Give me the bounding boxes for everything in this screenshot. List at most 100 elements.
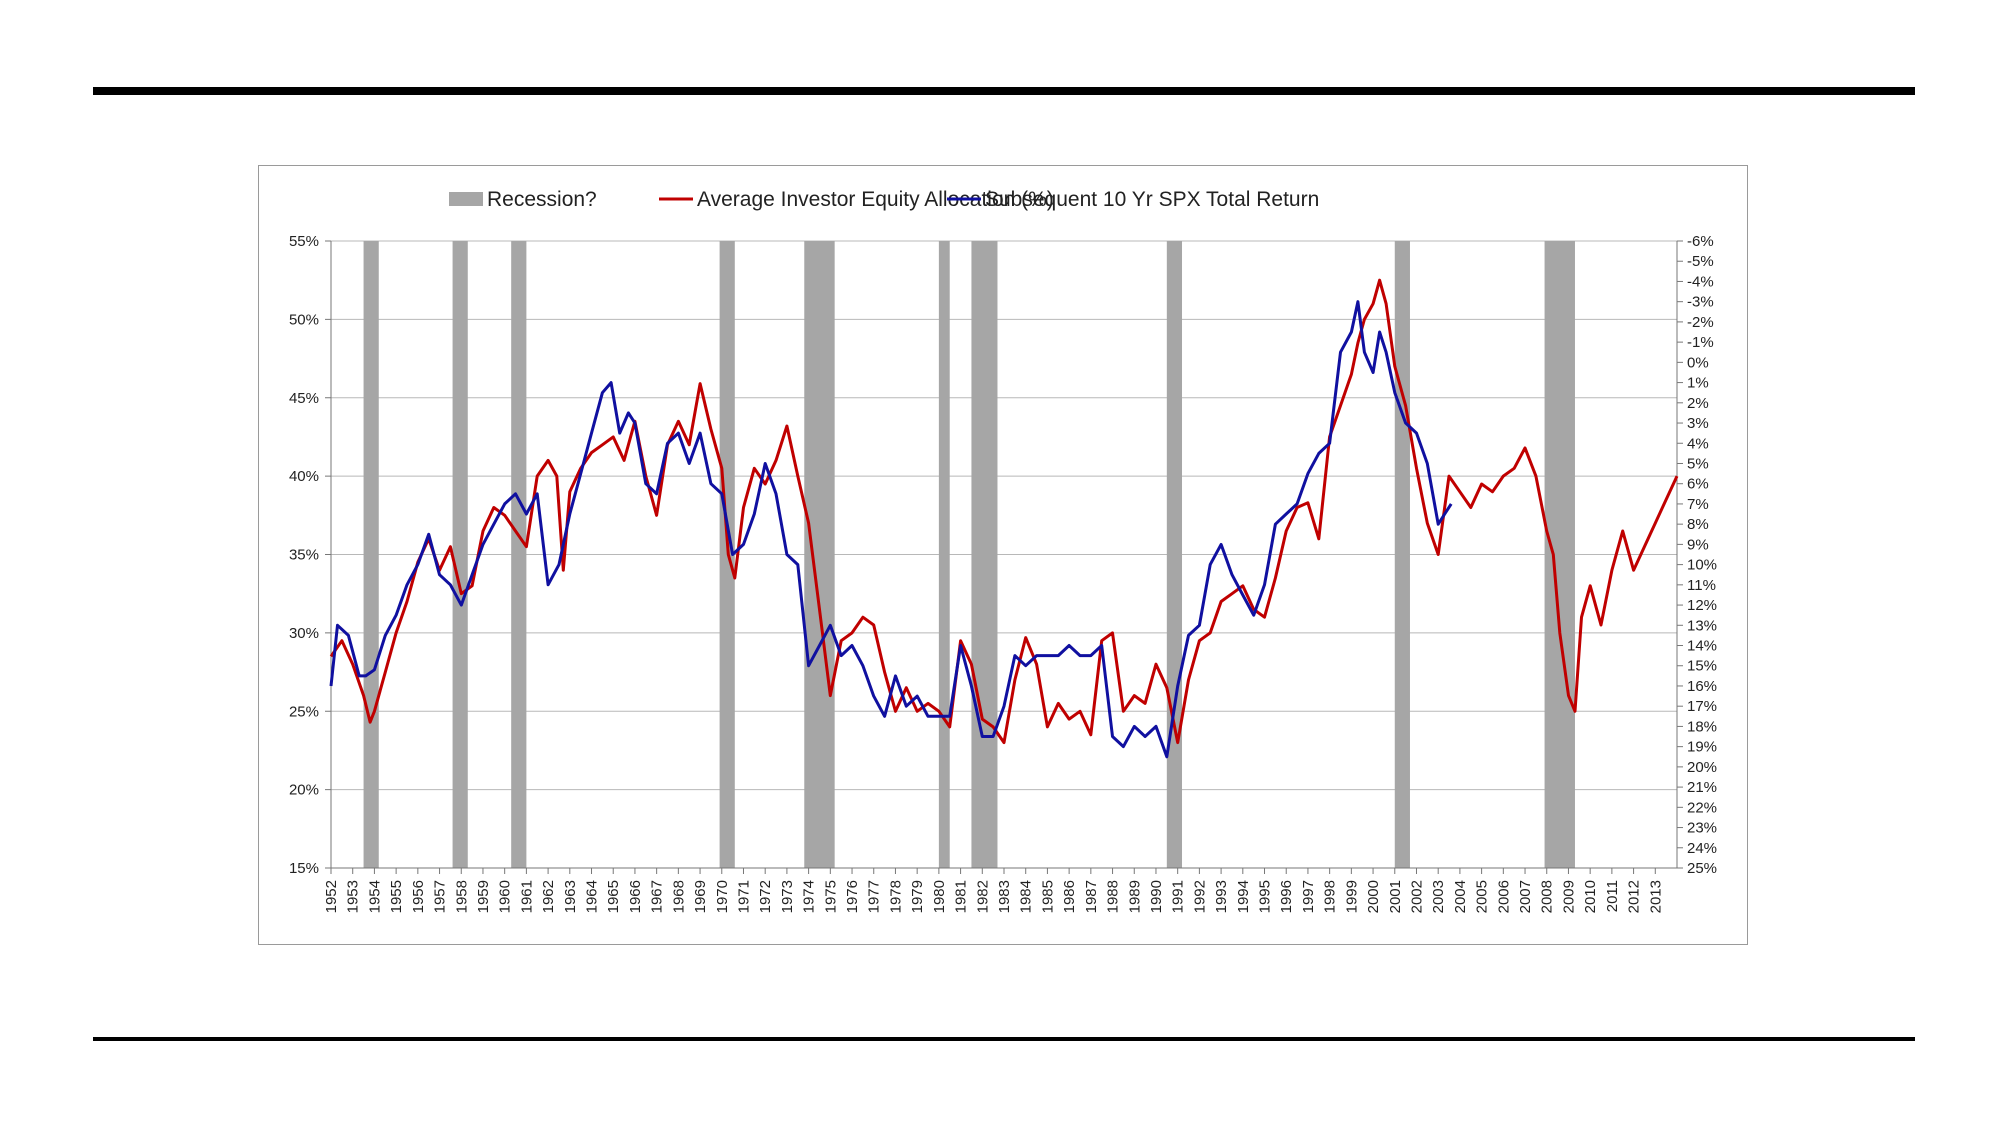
x-tick-label: 1998 <box>1322 880 1339 913</box>
y-left-tick-label: 55% <box>289 233 319 250</box>
y-right-tick-label: 14% <box>1687 638 1717 655</box>
x-tick-label: 1968 <box>670 880 687 913</box>
x-tick-label: 1978 <box>887 880 904 913</box>
y-right-tick-label: -4% <box>1687 273 1714 290</box>
y-right-tick-label: 2% <box>1687 395 1709 412</box>
x-tick-label: 1983 <box>996 880 1013 913</box>
x-tick-label: 2012 <box>1626 880 1643 913</box>
y-right-tick-label: -6% <box>1687 233 1714 250</box>
x-tick-label: 1979 <box>909 880 926 913</box>
x-tick-label: 1999 <box>1343 880 1360 913</box>
x-tick-label: 1990 <box>1148 880 1165 913</box>
x-tick-label: 1963 <box>562 880 579 913</box>
x-tick-label: 1972 <box>757 880 774 913</box>
y-left-tick-label: 25% <box>289 703 319 720</box>
x-tick-label: 1977 <box>866 880 883 913</box>
x-tick-label: 1959 <box>475 880 492 913</box>
x-tick-label: 2002 <box>1408 880 1425 913</box>
recession-bar <box>363 241 379 868</box>
recession-bar <box>971 241 998 868</box>
x-tick-label: 1966 <box>627 880 644 913</box>
x-tick-label: 1962 <box>540 880 557 913</box>
y-right-tick-label: 3% <box>1687 415 1709 432</box>
x-tick-label: 1995 <box>1257 880 1274 913</box>
gridlines <box>331 240 1677 869</box>
x-tick-label: 1967 <box>649 880 666 913</box>
x-tick-label: 1961 <box>518 880 535 913</box>
x-tick-label: 1954 <box>366 880 383 913</box>
y-left-tick-label: 15% <box>289 860 319 877</box>
axes: 55% 50% 45% 40% 35% 30% 25% 20% 15% -6% -5% -4% -3% -… <box>289 233 1717 913</box>
y-right-tick-label: 11% <box>1687 577 1716 594</box>
y-right-tick-label: -2% <box>1687 314 1714 331</box>
x-tick-label: 1957 <box>432 880 449 913</box>
x-tick-label: 2010 <box>1582 880 1599 913</box>
equity-allocation-line <box>329 278 1679 745</box>
x-tick-label: 1997 <box>1300 880 1317 913</box>
x-tick-label: 1991 <box>1170 880 1187 913</box>
y-right-tick-label: 7% <box>1687 496 1709 513</box>
y-left-tick-label: 40% <box>289 468 319 485</box>
x-tick-label: 1953 <box>345 880 362 913</box>
x-tick-label: 1988 <box>1105 880 1122 913</box>
x-tick-label: 1955 <box>388 880 405 913</box>
x-tick-label: 2004 <box>1452 880 1469 913</box>
y-left-tick-label: 30% <box>289 625 319 642</box>
y-right-tick-label: -1% <box>1687 334 1714 351</box>
spx-return-line <box>329 300 1453 759</box>
top-rule <box>93 87 1915 95</box>
y-right-tick-label: 12% <box>1687 597 1717 614</box>
x-tick-label: 1994 <box>1235 880 1252 913</box>
y-right-tick-label: 13% <box>1687 617 1717 634</box>
x-tick-label: 1971 <box>735 880 752 913</box>
chart-frame: 55% 50% 45% 40% 35% 30% 25% 20% 15% -6% -5% -4% -3% -… <box>258 165 1748 945</box>
x-tick-label: 2006 <box>1495 880 1512 913</box>
x-tick-label: 1958 <box>453 880 470 913</box>
x-tick-label: 1982 <box>974 880 991 913</box>
recession-bar <box>1544 241 1575 868</box>
y-right-tick-label: 18% <box>1687 718 1717 735</box>
x-tick-label: 2009 <box>1560 880 1577 913</box>
y-right-tick-label: 8% <box>1687 516 1709 533</box>
x-tick-label: 2003 <box>1430 880 1447 913</box>
y-right-tick-label: 1% <box>1687 375 1709 392</box>
legend-spx-label: Subsequent 10 Yr SPX Total Return <box>985 188 1319 211</box>
x-tick-label: 2001 <box>1387 880 1404 913</box>
x-tick-label: 1996 <box>1278 880 1295 913</box>
x-tick-label: 1981 <box>953 880 970 913</box>
data-series <box>329 278 1679 759</box>
recession-bar <box>511 241 527 868</box>
x-tick-label: 2000 <box>1365 880 1382 913</box>
y-right-tick-label: 17% <box>1687 698 1717 715</box>
recession-bar <box>938 241 950 868</box>
y-right-tick-label: 25% <box>1687 860 1717 877</box>
x-tick-label: 1970 <box>714 880 731 913</box>
x-tick-label: 2011 <box>1604 880 1621 912</box>
y-right-tick-label: 19% <box>1687 739 1717 756</box>
y-right-tick-label: 24% <box>1687 840 1717 857</box>
y-left-tick-label: 20% <box>289 782 319 799</box>
y-right-tick-label: 0% <box>1687 354 1709 371</box>
y-right-tick-label: -5% <box>1687 253 1714 270</box>
x-tick-label: 1960 <box>497 880 514 913</box>
x-tick-label: 2005 <box>1474 880 1491 913</box>
x-tick-label: 1973 <box>779 880 796 913</box>
bottom-rule <box>93 1037 1915 1041</box>
y-right-tick-label: -3% <box>1687 294 1714 311</box>
legend-recession-swatch <box>449 192 483 206</box>
y-right-tick-label: 15% <box>1687 658 1717 675</box>
x-tick-label: 1984 <box>1018 880 1035 913</box>
y-right-tick-label: 20% <box>1687 759 1717 776</box>
y-left-tick-label: 45% <box>289 390 319 407</box>
y-right-tick-label: 9% <box>1687 536 1709 553</box>
x-tick-label: 1993 <box>1213 880 1230 913</box>
line-chart: 55% 50% 45% 40% 35% 30% 25% 20% 15% -6% -5% -4% -3% -… <box>289 188 1717 913</box>
y-right-tick-label: 16% <box>1687 678 1717 695</box>
x-tick-label: 1985 <box>1039 880 1056 913</box>
x-tick-label: 1975 <box>822 880 839 913</box>
x-tick-label: 1989 <box>1126 880 1143 913</box>
x-tick-label: 1986 <box>1061 880 1078 913</box>
x-tick-label: 1976 <box>844 880 861 913</box>
y-right-tick-label: 10% <box>1687 557 1717 574</box>
x-tick-label: 1969 <box>692 880 709 913</box>
